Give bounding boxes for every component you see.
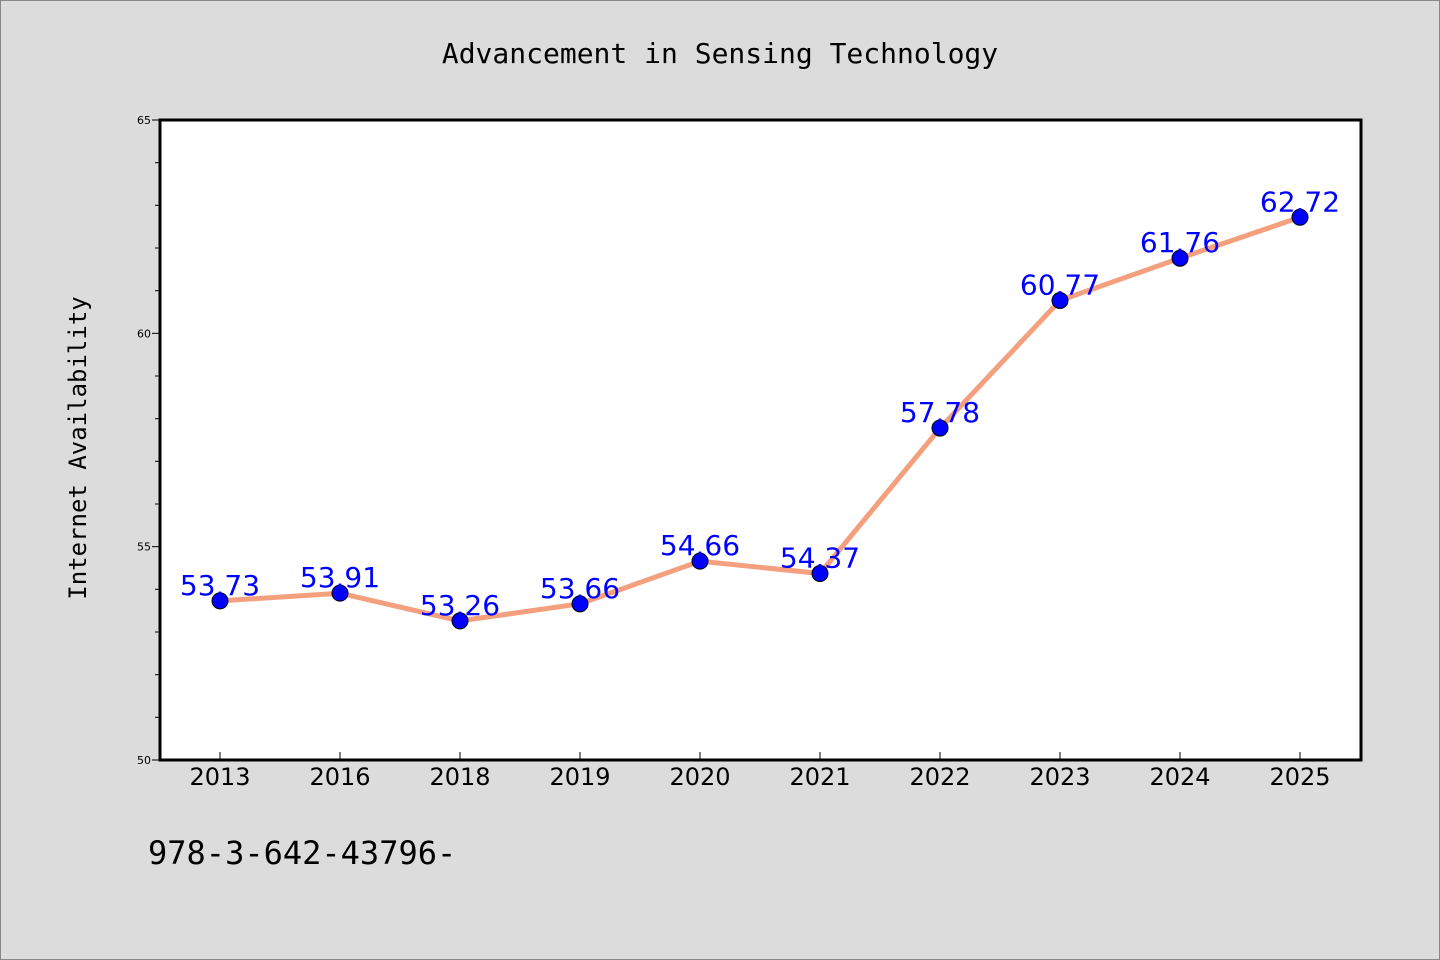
data-label: 53.26: [420, 589, 500, 622]
x-tick-label: 2022: [909, 763, 970, 791]
x-tick-label: 2025: [1269, 763, 1330, 791]
data-label: 53.91: [300, 561, 380, 594]
x-tick-label: 2018: [429, 763, 490, 791]
data-label: 53.73: [180, 569, 260, 602]
x-tick-label: 2021: [789, 763, 850, 791]
x-tick-label: 2019: [549, 763, 610, 791]
x-tick-label: 2020: [669, 763, 730, 791]
series-group: [211, 208, 1309, 630]
data-label: 62.72: [1260, 185, 1340, 218]
plot-area: [160, 120, 1361, 760]
data-point: [451, 612, 469, 630]
data-point: [811, 565, 829, 583]
data-point: [691, 552, 709, 570]
y-tick-label: 60: [137, 327, 151, 340]
data-label: 57.78: [900, 396, 980, 429]
data-point: [931, 419, 949, 437]
data-point: [211, 592, 229, 610]
x-tick-label: 2016: [309, 763, 370, 791]
data-point: [331, 584, 349, 602]
y-tick-label: 50: [137, 754, 151, 767]
chart-title: Advancement in Sensing Technology: [442, 37, 998, 70]
data-point: [1291, 208, 1309, 226]
data-point: [1171, 249, 1189, 267]
x-tick-label: 2013: [189, 763, 250, 791]
series-line: [217, 214, 1303, 624]
data-label: 61.76: [1140, 226, 1220, 259]
data-label: 54.37: [780, 542, 860, 575]
data-point: [571, 595, 589, 613]
x-tick-label: 2023: [1029, 763, 1090, 791]
data-label: 53.66: [540, 572, 620, 605]
y-tick-label: 55: [137, 541, 151, 554]
x-tick-label: 2024: [1149, 763, 1210, 791]
data-label: 60.77: [1020, 268, 1100, 301]
data-label: 54.66: [660, 529, 740, 562]
data-labels: 53.73 53.91 53.26 53.66 54.66 54.37 57.78 60.77…: [180, 185, 1340, 622]
x-axis: 2013 2016 2018 2019 2020 2021 2022 2023 2024 2025: [189, 752, 1331, 791]
plot-frame: [158, 118, 1363, 762]
footer-text: 978-3-642-43796-: [148, 834, 456, 872]
y-axis-label: Internet Availability: [64, 296, 92, 599]
y-axis: 50 55 60 65: [137, 114, 160, 767]
y-tick-label: 65: [137, 114, 151, 127]
data-point: [1051, 291, 1069, 309]
